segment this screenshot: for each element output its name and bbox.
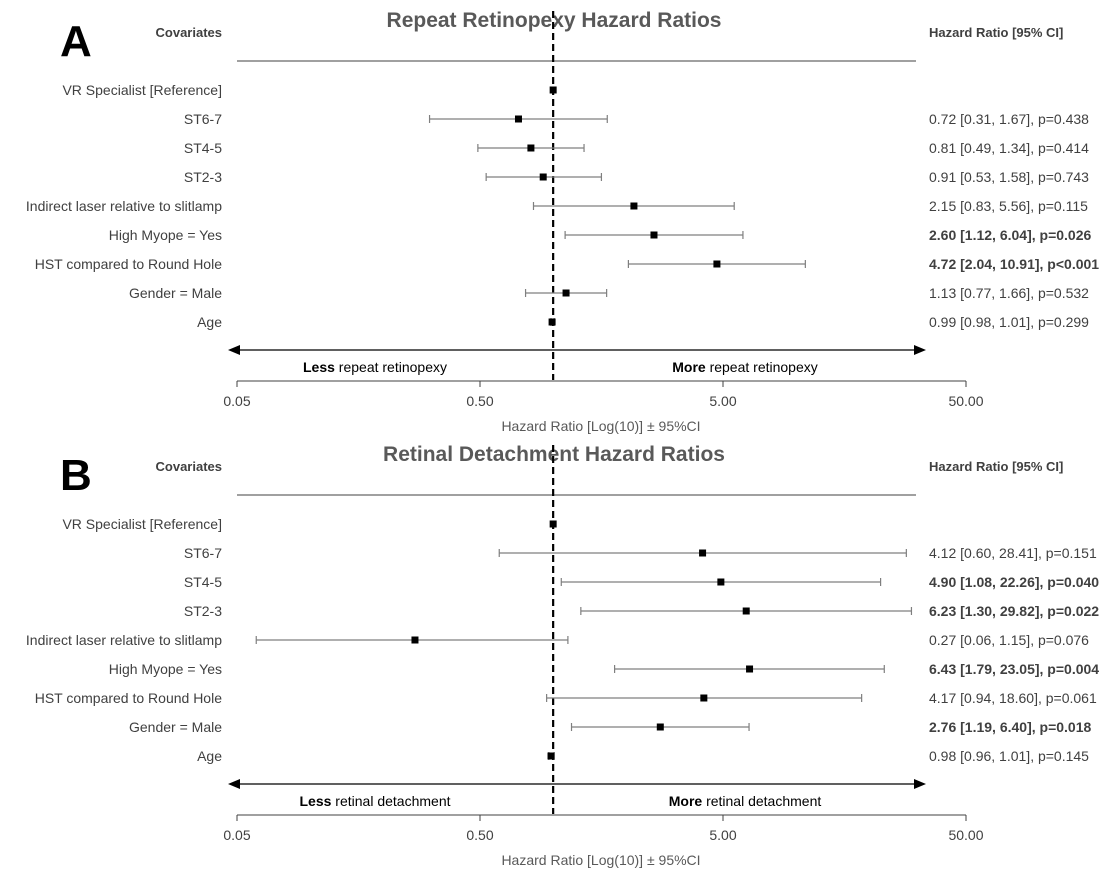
hazard-ratio-header: Hazard Ratio [95% CI] [929, 25, 1063, 40]
hazard-ratio-point [650, 231, 658, 239]
hazard-ratio-point [713, 260, 721, 268]
hazard-ratio-value: 0.91 [0.53, 1.58], p=0.743 [929, 169, 1089, 185]
panel-b: B Retinal Detachment Hazard Ratios Covaria… [26, 443, 1099, 868]
covariate-label: Gender = Male [129, 719, 222, 735]
hazard-ratio-value: 2.60 [1.12, 6.04], p=0.026 [929, 227, 1091, 243]
hazard-ratio-value: 1.13 [0.77, 1.66], p=0.532 [929, 285, 1089, 301]
hazard-ratio-point [699, 549, 707, 557]
covariate-label: ST6-7 [184, 545, 222, 561]
hazard-ratio-value: 0.72 [0.31, 1.67], p=0.438 [929, 111, 1089, 127]
hazard-ratio-point [539, 173, 547, 181]
covariate-label: ST2-3 [184, 603, 222, 619]
direction-less-label: Less repeat retinopexy [303, 359, 447, 375]
direction-more-strong: More [669, 793, 703, 809]
arrow-right-head [914, 779, 926, 789]
covariates-header: Covariates [156, 25, 222, 40]
direction-less-label: Less retinal detachment [300, 793, 451, 809]
hazard-ratio-value: 4.90 [1.08, 22.26], p=0.040 [929, 574, 1099, 590]
hazard-ratio-point [656, 723, 664, 731]
hazard-ratio-value: 0.27 [0.06, 1.15], p=0.076 [929, 632, 1089, 648]
hazard-ratio-value: 2.76 [1.19, 6.40], p=0.018 [929, 719, 1091, 735]
hazard-ratio-point [630, 202, 638, 210]
hazard-ratio-point [562, 289, 570, 297]
covariate-label: Age [197, 314, 222, 330]
covariates-header: Covariates [156, 459, 222, 474]
covariate-label: ST6-7 [184, 111, 222, 127]
covariate-label: High Myope = Yes [109, 661, 222, 677]
x-axis-title: Hazard Ratio [Log(10)] ± 95%CI [501, 852, 700, 868]
hazard-ratio-value: 4.17 [0.94, 18.60], p=0.061 [929, 690, 1097, 706]
direction-more-rest: retinal detachment [702, 793, 821, 809]
hazard-ratio-value: 0.81 [0.49, 1.34], p=0.414 [929, 140, 1089, 156]
hazard-ratio-point [746, 665, 754, 673]
arrow-left-head [228, 345, 240, 355]
chart-title: Retinal Detachment Hazard Ratios [383, 443, 725, 466]
hazard-ratio-value: 4.12 [0.60, 28.41], p=0.151 [929, 545, 1097, 561]
hazard-ratio-point [411, 636, 419, 644]
covariate-label: Indirect laser relative to slitlamp [26, 198, 222, 214]
hazard-ratio-value: 0.98 [0.96, 1.01], p=0.145 [929, 748, 1089, 764]
hazard-ratio-value: 6.23 [1.30, 29.82], p=0.022 [929, 603, 1099, 619]
hazard-ratio-value: 0.99 [0.98, 1.01], p=0.299 [929, 314, 1089, 330]
hazard-ratio-value: 6.43 [1.79, 23.05], p=0.004 [929, 661, 1099, 677]
direction-more-label: More retinal detachment [669, 793, 822, 809]
covariate-label: HST compared to Round Hole [35, 690, 222, 706]
direction-less-rest: retinal detachment [331, 793, 450, 809]
hazard-ratio-point [549, 86, 557, 94]
x-axis-title: Hazard Ratio [Log(10)] ± 95%CI [501, 418, 700, 434]
covariate-label: ST4-5 [184, 140, 222, 156]
x-tick-label: 0.05 [223, 393, 250, 409]
covariate-label: ST2-3 [184, 169, 222, 185]
hazard-ratio-point [547, 752, 555, 760]
hazard-ratio-header: Hazard Ratio [95% CI] [929, 459, 1063, 474]
hazard-ratio-point [742, 607, 750, 615]
x-tick-label: 50.00 [948, 393, 983, 409]
hazard-ratio-point [717, 578, 725, 586]
covariate-label: VR Specialist [Reference] [62, 516, 222, 532]
hazard-ratio-value: 2.15 [0.83, 5.56], p=0.115 [929, 198, 1088, 214]
hazard-ratio-point [549, 520, 557, 528]
hazard-ratio-point [700, 694, 708, 702]
panel-letter: B [60, 451, 92, 500]
arrow-right-head [914, 345, 926, 355]
direction-less-strong: Less [300, 793, 332, 809]
hazard-ratio-point [514, 115, 522, 123]
covariate-label: Age [197, 748, 222, 764]
covariate-label: VR Specialist [Reference] [62, 82, 222, 98]
chart-title: Repeat Retinopexy Hazard Ratios [387, 9, 722, 32]
direction-more-rest: repeat retinopexy [706, 359, 818, 375]
panel-letter: A [60, 17, 92, 66]
x-tick-label: 0.50 [466, 827, 493, 843]
arrow-left-head [228, 779, 240, 789]
x-tick-label: 0.05 [223, 827, 250, 843]
covariate-label: High Myope = Yes [109, 227, 222, 243]
x-tick-label: 5.00 [709, 393, 736, 409]
panel-a: A Repeat Retinopexy Hazard Ratios Covariat… [26, 9, 1099, 434]
x-tick-label: 5.00 [709, 827, 736, 843]
hazard-ratio-point [548, 318, 556, 326]
direction-less-strong: Less [303, 359, 335, 375]
covariate-label: Indirect laser relative to slitlamp [26, 632, 222, 648]
hazard-ratio-value: 4.72 [2.04, 10.91], p<0.001 [929, 256, 1099, 272]
x-tick-label: 0.50 [466, 393, 493, 409]
covariate-label: Gender = Male [129, 285, 222, 301]
hazard-ratio-point [527, 144, 535, 152]
direction-more-label: More repeat retinopexy [672, 359, 818, 375]
x-tick-label: 50.00 [948, 827, 983, 843]
direction-less-rest: repeat retinopexy [335, 359, 447, 375]
direction-more-strong: More [672, 359, 706, 375]
covariate-label: ST4-5 [184, 574, 222, 590]
covariate-label: HST compared to Round Hole [35, 256, 222, 272]
